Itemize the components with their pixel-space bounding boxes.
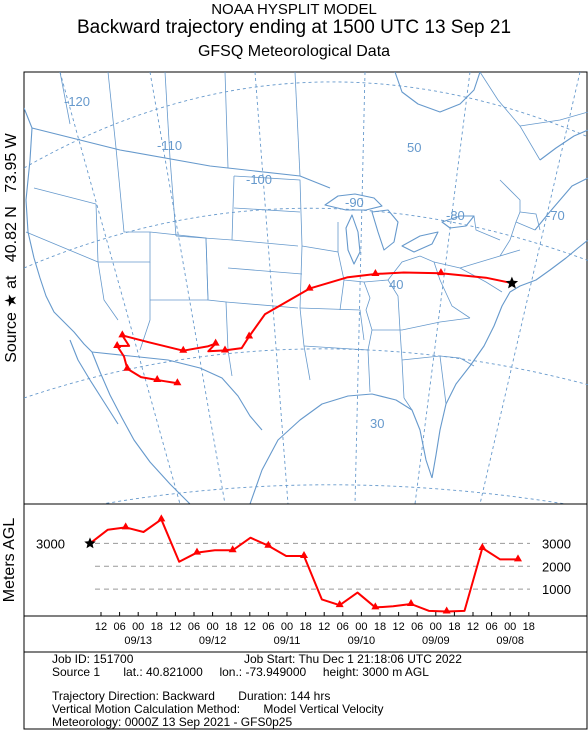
time-tick-label: 00: [430, 621, 442, 633]
page-title: NOAA HYSPLIT MODEL: [211, 1, 377, 18]
lon-label-90: -90: [345, 195, 364, 210]
height-point-marker: [442, 606, 451, 614]
time-tick-label: 12: [318, 621, 330, 633]
time-tick-label: 12: [169, 621, 181, 633]
time-tick-label: 06: [262, 621, 274, 633]
height-source-star: [84, 537, 96, 549]
map-point-marker: [211, 338, 220, 346]
date-label: 09/08: [496, 635, 524, 647]
time-tick-label: 06: [337, 621, 349, 633]
height-point-marker: [264, 540, 273, 548]
height-point-marker: [371, 602, 380, 610]
date-label: 09/10: [348, 635, 376, 647]
height-point-marker: [228, 545, 237, 553]
time-tick-label: 00: [206, 621, 218, 633]
lon-label-80: -80: [446, 208, 465, 223]
map-point-marker: [371, 269, 380, 277]
vertical-motion: Vertical Motion Calculation Method: Mode…: [52, 702, 384, 716]
time-tick-label: 18: [448, 621, 460, 633]
map-point-marker: [179, 345, 188, 353]
time-tick-label: 06: [188, 621, 200, 633]
time-tick-label: 00: [281, 621, 293, 633]
source-location-label: Source ★ at 40.82 N 73.95 W: [3, 132, 20, 362]
base-map: -120 -110 -100 -90 -80 -70 50 40 30: [24, 72, 588, 504]
map-point-marker: [305, 283, 314, 291]
height-point-marker: [478, 543, 487, 550]
height-tick-left: 3000: [36, 536, 65, 551]
map-point-marker: [436, 268, 445, 276]
lat-label-30: 30: [370, 416, 384, 431]
footer-frame: [23, 651, 588, 730]
map-point-marker: [153, 375, 162, 382]
height-tick-right: 1000: [542, 582, 571, 597]
height-tick-right: 2000: [542, 559, 571, 574]
trajectory-title: Backward trajectory ending at 1500 UTC 1…: [76, 17, 512, 38]
date-label: 09/13: [124, 635, 152, 647]
height-point-marker: [300, 551, 308, 558]
lat-label-40: 40: [389, 277, 403, 292]
lon-label-100: -100: [246, 172, 272, 187]
height-gridlines: [95, 542, 530, 590]
height-tick-labels: 3000 2000 1000 3000: [36, 536, 571, 597]
time-tick-label: 18: [151, 621, 163, 633]
job-start: Job Start: Thu Dec 1 21:18:06 UTC 2022: [244, 652, 462, 666]
graticule-labels: -120 -110 -100 -90 -80 -70 50 40 30: [64, 94, 565, 431]
lon-label-110: -110: [157, 138, 182, 153]
meteorology-title: GFSQ Meteorological Data: [197, 43, 391, 60]
date-label: 09/09: [422, 635, 450, 647]
map-point-marker: [118, 330, 127, 338]
map-trajectory: [113, 268, 519, 386]
time-tick-label: 12: [467, 621, 479, 633]
height-point-marker: [407, 599, 415, 606]
job-id: Job ID: 151700: [52, 652, 134, 666]
lon-label-70: -70: [546, 208, 565, 223]
time-tick-label: 06: [113, 621, 125, 633]
map-point-marker: [113, 340, 122, 348]
time-tick-label: 12: [244, 621, 256, 633]
trajectory-direction: Trajectory Direction: Backward Duration:…: [52, 689, 331, 703]
time-tick-label: 00: [355, 621, 367, 633]
map-point-marker: [245, 331, 254, 339]
date-label: 09/12: [199, 635, 227, 647]
time-tick-label: 06: [411, 621, 423, 633]
time-tick-label: 18: [225, 621, 237, 633]
map-point-marker: [123, 363, 132, 371]
meteorology-info: Meteorology: 0000Z 13 Sep 2021 - GFS0p25: [52, 715, 293, 729]
time-tick-label: 00: [504, 621, 516, 633]
map-point-marker: [173, 378, 182, 386]
time-tick-label: 00: [132, 621, 144, 633]
height-point-marker: [193, 547, 201, 555]
state-boundaries: [25, 72, 588, 411]
lon-label-120: -120: [64, 94, 90, 109]
lat-label-50: 50: [407, 140, 421, 155]
map-frame: [23, 71, 588, 505]
height-trajectory: [84, 514, 522, 614]
height-point-marker: [121, 522, 130, 530]
time-tick-label: 18: [374, 621, 386, 633]
time-tick-label: 18: [299, 621, 311, 633]
source-info: Source 1 lat.: 40.821000 lon.: -73.94900…: [52, 665, 429, 679]
height-point-marker: [157, 514, 166, 522]
map-source-star: [505, 276, 519, 289]
date-label: 09/11: [274, 635, 301, 647]
height-tick-right: 3000: [542, 536, 571, 551]
time-tick-label: 12: [392, 621, 404, 633]
coastlines: [24, 72, 588, 504]
time-tick-label: 12: [95, 621, 107, 633]
height-point-marker: [514, 554, 522, 562]
time-tick-label: 06: [485, 621, 497, 633]
time-axis-frame: [23, 615, 588, 653]
height-axis-label: Meters AGL: [1, 518, 18, 603]
time-tick-label: 18: [523, 621, 535, 633]
height-point-marker: [335, 600, 344, 608]
time-axis: 12 06 00 18 12 06 00 18 12 06 00 18 12 06 00 18 12 06 00 18…: [95, 612, 535, 647]
map-point-marker: [220, 345, 229, 353]
